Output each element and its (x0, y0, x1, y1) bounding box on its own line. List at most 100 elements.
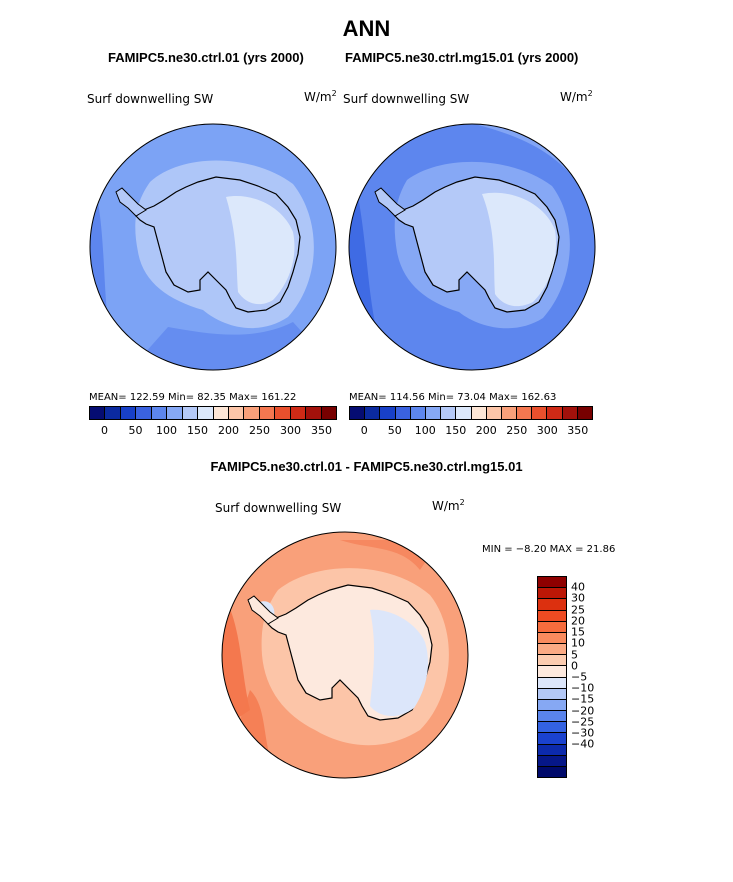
colorbar-tick-label: 30 (571, 591, 585, 605)
left-variable-label: Surf downwelling SW (87, 92, 214, 106)
colorbar-swatch (538, 610, 566, 622)
colorbar-tick-label: 350 (311, 424, 332, 437)
colorbar-swatch (538, 722, 566, 734)
colorbar-tick-label: 5 (571, 648, 578, 662)
right-polar-map (348, 123, 596, 371)
colorbar-tick-label: 250 (506, 424, 528, 437)
diff-peninsula (247, 595, 279, 625)
colorbar-swatch (259, 407, 276, 419)
right-units-label: W/m2 (560, 89, 593, 104)
diff-minmax: MIN = −8.20 MAX = 21.86 (482, 544, 616, 555)
colorbar-swatch (501, 407, 518, 419)
colorbar-swatch (306, 407, 322, 419)
right-stats: MEAN= 114.56 Min= 73.04 Max= 162.63 (349, 392, 557, 403)
colorbar-tick-label: 0 (360, 424, 368, 437)
left-units-label: W/m2 (304, 89, 337, 104)
left-peninsula (115, 187, 147, 217)
colorbar-swatch (350, 407, 366, 419)
colorbar-tick-label: 200 (218, 424, 239, 437)
main-title: ANN (342, 16, 391, 41)
colorbar-swatch (538, 632, 566, 645)
left-polar-plateau (226, 196, 295, 305)
colorbar-tick-label: 100 (156, 424, 177, 437)
colorbar-tick-label: 10 (571, 636, 585, 650)
colorbar-swatch (425, 407, 442, 419)
colorbar-swatch (538, 711, 566, 723)
colorbar-swatch (136, 407, 152, 419)
colorbar-swatch (410, 407, 426, 419)
colorbar-swatch (456, 407, 472, 419)
colorbar-tick-label: 25 (571, 603, 585, 617)
colorbar-swatch (471, 407, 487, 419)
colorbar-swatch (538, 644, 566, 656)
left-colorbar (89, 406, 337, 420)
colorbar-tick-label: 0 (101, 424, 108, 437)
diff-units-label: W/m2 (432, 498, 465, 513)
colorbar-swatch (395, 407, 411, 419)
colorbar-tick-label: 300 (280, 424, 301, 437)
colorbar-swatch (365, 407, 381, 419)
colorbar-tick-label: −15 (571, 692, 595, 706)
right-colorbar-ticks: 0 50 100 150 200 250 300 350 (349, 424, 593, 438)
colorbar-tick-label: 200 (475, 424, 497, 437)
colorbar-swatch (538, 588, 566, 600)
colorbar-tick-label: 150 (445, 424, 467, 437)
diff-colorbar-ticks: 40 30 25 20 15 10 5 0 −5 −10 −15 −20 −25 −30 −40 (571, 576, 611, 778)
colorbar-swatch (538, 655, 566, 667)
right-variable-label: Surf downwelling SW (343, 92, 470, 106)
colorbar-tick-label: −30 (571, 726, 595, 740)
colorbar-swatch (538, 577, 566, 589)
right-peninsula (374, 187, 406, 217)
colorbar-tick-label: −5 (571, 670, 588, 684)
colorbar-tick-label: −10 (571, 681, 595, 695)
colorbar-swatch (486, 407, 502, 419)
colorbar-tick-label: 150 (187, 424, 208, 437)
colorbar-swatch (290, 407, 307, 419)
colorbar-swatch (538, 755, 566, 767)
diff-colorbar (537, 576, 567, 778)
colorbar-swatch (538, 699, 566, 712)
colorbar-swatch (151, 407, 168, 419)
colorbar-tick-label: 0 (571, 659, 578, 673)
colorbar-tick-label: 250 (249, 424, 270, 437)
right-polar-plateau (482, 192, 557, 307)
colorbar-swatch (275, 407, 291, 419)
colorbar-swatch (538, 677, 566, 689)
colorbar-swatch (538, 599, 566, 611)
colorbar-swatch (228, 407, 245, 419)
colorbar-tick-label: −25 (571, 715, 595, 729)
colorbar-swatch (441, 407, 457, 419)
colorbar-swatch (321, 407, 336, 419)
colorbar-swatch (538, 666, 566, 678)
colorbar-swatch (517, 407, 533, 419)
colorbar-tick-label: 20 (571, 614, 585, 628)
colorbar-tick-label: −40 (571, 737, 595, 751)
colorbar-swatch (182, 407, 199, 419)
diff-variable-label: Surf downwelling SW (215, 501, 342, 515)
colorbar-tick-label: 40 (571, 580, 585, 594)
colorbar-tick-label: −20 (571, 704, 595, 718)
colorbar-swatch (198, 407, 214, 419)
right-colorbar (349, 406, 593, 420)
left-stats: MEAN= 122.59 Min= 82.35 Max= 161.22 (89, 392, 297, 403)
left-case-title: FAMIPC5.ne30.ctrl.01 (yrs 2000) (108, 50, 304, 65)
left-colorbar-ticks: 0 50 100 150 200 250 300 350 (89, 424, 337, 438)
colorbar-swatch (167, 407, 183, 419)
colorbar-swatch (380, 407, 396, 419)
colorbar-swatch (538, 733, 566, 745)
colorbar-swatch (538, 621, 566, 633)
colorbar-swatch (538, 688, 566, 700)
right-case-title: FAMIPC5.ne30.ctrl.mg15.01 (yrs 2000) (345, 50, 579, 65)
colorbar-tick-label: 15 (571, 625, 585, 639)
colorbar-tick-label: 50 (387, 424, 402, 437)
difference-title: FAMIPC5.ne30.ctrl.01 - FAMIPC5.ne30.ctrl… (210, 459, 523, 474)
colorbar-swatch (538, 766, 566, 778)
colorbar-tick-label: 100 (414, 424, 436, 437)
colorbar-tick-label: 300 (536, 424, 558, 437)
colorbar-swatch (90, 407, 106, 419)
colorbar-swatch (105, 407, 121, 419)
colorbar-swatch (562, 407, 578, 419)
colorbar-swatch (120, 407, 137, 419)
left-polar-map (89, 123, 337, 371)
colorbar-tick-label: 350 (567, 424, 589, 437)
